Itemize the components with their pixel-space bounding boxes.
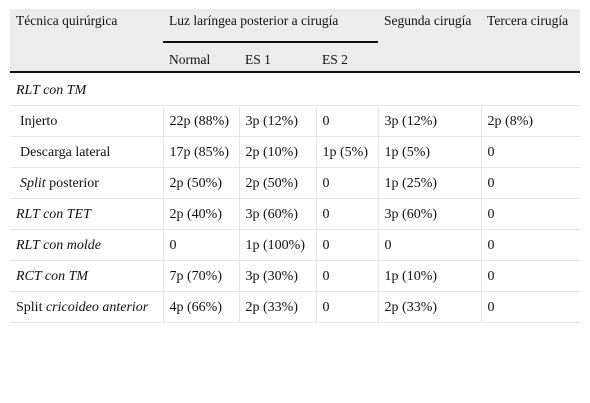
cell-es1: 2p (50%) [239, 167, 317, 199]
cell-tercera: 0 [481, 229, 581, 261]
cell-tercera: 2p (8%) [481, 105, 581, 137]
table-header: Técnica quirúrgica Luz laríngea posterio… [10, 9, 581, 73]
row-label: Injerto [10, 105, 164, 137]
row-label: RLT con molde [10, 229, 164, 261]
cell-normal: 7p (70%) [163, 260, 240, 292]
cell-normal: 0 [163, 229, 240, 261]
row-label-italic: cricoideo anterior [45, 300, 149, 315]
header-es2: ES 2 [316, 45, 379, 73]
cell-segunda: 3p (12%) [378, 105, 482, 137]
cell-es1: 3p (60%) [239, 198, 317, 230]
header-segunda: Segunda cirugía [378, 9, 482, 73]
cell-tercera: 0 [481, 136, 581, 168]
cell-tercera: 0 [481, 291, 581, 323]
cell-es2: 1p (5%) [316, 136, 379, 168]
table-body: RLT con TM Injerto 22p (88%) 3p (12%) 0 … [10, 72, 581, 323]
row-label-rest: posterior [45, 176, 99, 191]
cell-tercera: 0 [481, 198, 581, 230]
cell-segunda: 1p (10%) [378, 260, 482, 292]
row-label: Split posterior [10, 167, 164, 199]
cell-segunda: 1p (25%) [378, 167, 482, 199]
table-row: Split posterior 2p (50%) 2p (50%) 0 1p (… [10, 167, 581, 199]
cell-segunda: 1p (5%) [378, 136, 482, 168]
header-normal: Normal [163, 45, 239, 73]
cell-segunda: 3p (60%) [378, 198, 482, 230]
cell-es1: 2p (10%) [239, 136, 317, 168]
cell-normal: 2p (50%) [163, 167, 240, 199]
cell-normal: 2p (40%) [163, 198, 240, 230]
cell-normal: 4p (66%) [163, 291, 240, 323]
surgery-results-table: Técnica quirúrgica Luz laríngea posterio… [10, 9, 581, 323]
row-label: RCT con TM [10, 260, 164, 292]
section-label: RLT con TM [10, 72, 581, 106]
table-row: Split cricoideo anterior 4p (66%) 2p (33… [10, 291, 581, 323]
cell-es1: 3p (12%) [239, 105, 317, 137]
table-container: Técnica quirúrgica Luz laríngea posterio… [10, 9, 581, 323]
row-label: Descarga lateral [10, 136, 164, 168]
header-es1: ES 1 [239, 45, 316, 73]
cell-segunda: 2p (33%) [378, 291, 482, 323]
table-row: Descarga lateral 17p (85%) 2p (10%) 1p (… [10, 136, 581, 168]
table-row: RLT con TET 2p (40%) 3p (60%) 0 3p (60%)… [10, 198, 581, 230]
cell-es2: 0 [316, 198, 379, 230]
row-label-italic: Split [20, 176, 46, 191]
header-tecnica: Técnica quirúrgica [10, 9, 163, 73]
cell-segunda: 0 [378, 229, 482, 261]
cell-es2: 0 [316, 105, 379, 137]
cell-normal: 17p (85%) [163, 136, 240, 168]
header-tercera: Tercera cirugía [481, 9, 581, 73]
cell-es2: 0 [316, 229, 379, 261]
cell-es1: 1p (100%) [239, 229, 317, 261]
cell-es1: 2p (33%) [239, 291, 317, 323]
table-row: Injerto 22p (88%) 3p (12%) 0 3p (12%) 2p… [10, 105, 581, 137]
table-row: RCT con TM 7p (70%) 3p (30%) 0 1p (10%) … [10, 260, 581, 292]
cell-es2: 0 [316, 167, 379, 199]
section-row: RLT con TM [10, 72, 581, 106]
cell-tercera: 0 [481, 167, 581, 199]
cell-normal: 22p (88%) [163, 105, 240, 137]
header-luz-group: Luz laríngea posterior a cirugía [163, 9, 379, 45]
cell-tercera: 0 [481, 260, 581, 292]
table-row: RLT con molde 0 1p (100%) 0 0 0 [10, 229, 581, 261]
row-label: Split cricoideo anterior [10, 291, 164, 323]
cell-es1: 3p (30%) [239, 260, 317, 292]
row-label-plain: Split [16, 300, 46, 315]
cell-es2: 0 [316, 260, 379, 292]
row-label: RLT con TET [10, 198, 164, 230]
cell-es2: 0 [316, 291, 379, 323]
header-luz: Luz laríngea posterior a cirugía [163, 11, 379, 43]
